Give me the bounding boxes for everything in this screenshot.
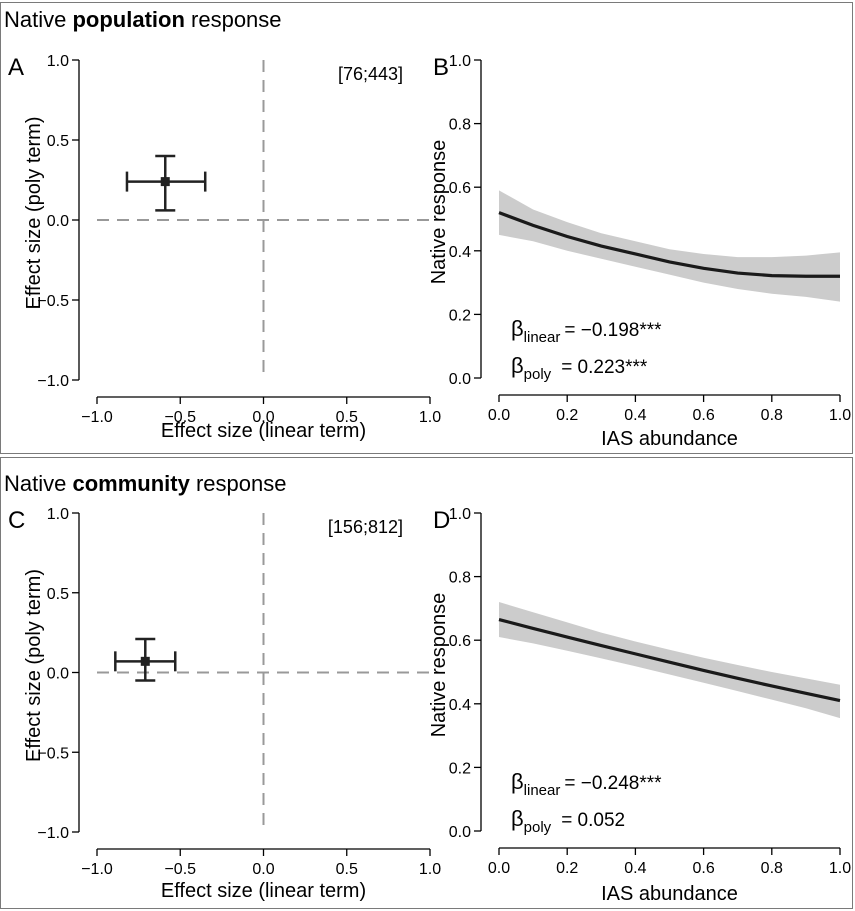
- fitted-line: [498, 617, 841, 703]
- y-tick-label: 0.5: [47, 586, 69, 603]
- beta-linear-annotation: βlinear = −0.248***: [511, 769, 662, 799]
- y-tick-label: 0.4: [449, 244, 471, 261]
- y-tick-label: 1.0: [449, 506, 471, 523]
- y-tick-label: 0.6: [449, 633, 471, 650]
- beta-subscript: linear: [524, 329, 561, 346]
- beta-value: = −0.248***: [564, 773, 662, 794]
- y-tick-label: −1.0: [37, 373, 69, 390]
- title-pre: Native: [4, 7, 73, 32]
- chart-panel-d: D 0.0 0.2 0.4 0.6 0.8 1.0 0.0 0.2 0.4 0.6 0.8 1.0 IAS…: [428, 506, 851, 905]
- x-tick-label: −0.5: [164, 861, 196, 878]
- sample-size-annotation: [76;443]: [338, 64, 403, 84]
- panel-letter: A: [8, 54, 24, 81]
- title-post: response: [189, 471, 287, 496]
- x-axis-title: Effect size (linear term): [161, 880, 366, 902]
- y-tick-label: 0.0: [47, 666, 69, 683]
- y-tick-label: 0.2: [449, 760, 471, 777]
- y-tick-label: 0.8: [449, 570, 471, 587]
- y-tick-label: 1.0: [47, 53, 69, 70]
- beta-poly-annotation: βpoly = 0.052: [511, 806, 625, 836]
- x-tick-label: 1.0: [829, 860, 851, 877]
- beta-value: = −0.198***: [564, 320, 662, 341]
- x-tick-label: 1.0: [419, 409, 441, 426]
- x-tick-label: 0.6: [692, 860, 714, 877]
- y-tick-label: 0.0: [449, 371, 471, 388]
- beta-subscript: linear: [524, 782, 561, 799]
- community-section-title: Native community response: [4, 471, 286, 497]
- beta-subscript: poly: [524, 366, 552, 383]
- x-tick-label: 0.0: [252, 409, 274, 426]
- y-tick-label: −0.5: [37, 745, 69, 762]
- y-tick-label: 0.5: [47, 133, 69, 150]
- x-tick-label: −0.5: [164, 409, 196, 426]
- y-axis-title: Effect size (poly term): [23, 569, 45, 762]
- x-tick-label: −1.0: [81, 861, 113, 878]
- beta-subscript: poly: [524, 819, 552, 836]
- panel-letter: C: [8, 507, 25, 534]
- y-axis-title: Effect size (poly term): [23, 116, 45, 309]
- fitted-line: [498, 211, 840, 278]
- x-tick-label: 1.0: [829, 407, 851, 424]
- community-section-frame: [0, 457, 853, 909]
- title-bold: population: [72, 7, 185, 32]
- y-tick-label: −1.0: [37, 825, 69, 842]
- panel-letter: D: [433, 507, 450, 534]
- y-tick-label: 0.0: [449, 824, 471, 841]
- beta-value: = 0.223***: [561, 357, 648, 378]
- x-tick-label: 0.8: [761, 407, 783, 424]
- population-section-title: Native population response: [4, 7, 282, 33]
- x-tick-label: 0.5: [336, 409, 358, 426]
- estimate-point: [140, 656, 150, 666]
- y-tick-label: 0.0: [47, 213, 69, 230]
- y-tick-label: 0.4: [449, 697, 471, 714]
- beta-value: = 0.052: [561, 810, 625, 831]
- x-tick-label: 0.0: [488, 860, 510, 877]
- x-axis-title: Effect size (linear term): [161, 420, 366, 442]
- confidence-band: [499, 190, 840, 302]
- title-bold: community: [72, 471, 190, 496]
- x-tick-label: 0.0: [488, 407, 510, 424]
- chart-panel-c: C −1.0 −0.5 0.0 0.5 1.0 −1.0 −0.5 0.0 0.5 1.0 Effec…: [8, 506, 441, 902]
- x-tick-label: 0.5: [336, 861, 358, 878]
- chart-panel-a: A −1.0 −0.5 0.0 0.5 1.0 −1.0 −0.5 0.0 0.5 1.0 Effec…: [8, 53, 441, 442]
- x-tick-label: 0.6: [692, 407, 714, 424]
- y-tick-label: 1.0: [449, 53, 471, 70]
- beta-symbol: β: [511, 316, 524, 341]
- x-tick-label: 0.0: [252, 861, 274, 878]
- x-tick-label: 0.2: [556, 860, 578, 877]
- x-tick-label: −1.0: [81, 409, 113, 426]
- y-tick-label: 0.2: [449, 307, 471, 324]
- confidence-band: [499, 602, 840, 719]
- sample-size-annotation: [156;812]: [328, 517, 403, 537]
- panel-letter: B: [433, 54, 449, 81]
- chart-panel-b: B 0.0 0.2 0.4 0.6 0.8 1.0 0.0 0.2 0.4 0.6 0.8 1.0 IAS…: [428, 53, 851, 450]
- y-tick-label: 0.8: [449, 117, 471, 134]
- estimate-point: [160, 177, 170, 187]
- x-tick-label: 0.4: [624, 407, 646, 424]
- x-tick-label: 1.0: [419, 861, 441, 878]
- x-tick-label: 0.8: [761, 860, 783, 877]
- population-section-frame: [0, 2, 853, 454]
- beta-poly-annotation: βpoly = 0.223***: [511, 353, 648, 383]
- title-pre: Native: [4, 471, 73, 496]
- y-tick-label: 0.6: [449, 180, 471, 197]
- x-axis-title: IAS abundance: [601, 883, 738, 905]
- beta-symbol: β: [511, 806, 524, 831]
- x-tick-label: 0.2: [556, 407, 578, 424]
- beta-symbol: β: [511, 769, 524, 794]
- x-tick-label: 0.4: [624, 860, 646, 877]
- y-axis-title: Native response: [428, 140, 450, 285]
- y-axis-title: Native response: [428, 593, 450, 738]
- beta-linear-annotation: βlinear = −0.198***: [511, 316, 662, 346]
- y-tick-label: −0.5: [37, 293, 69, 310]
- x-axis-title: IAS abundance: [601, 428, 738, 450]
- beta-symbol: β: [511, 353, 524, 378]
- title-post: response: [184, 7, 282, 32]
- y-tick-label: 1.0: [47, 506, 69, 523]
